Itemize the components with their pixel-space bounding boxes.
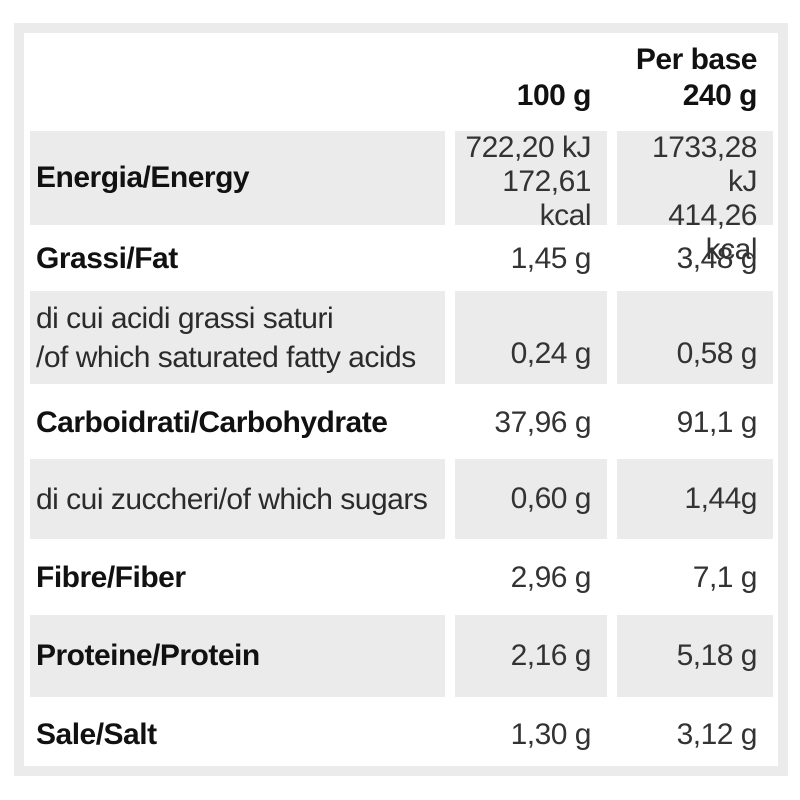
carbohydrate-value-base: 91,1 g — [676, 405, 758, 439]
nutrition-table: 100 g Per base 240 g Energia/Energy 722,… — [24, 33, 778, 766]
table-row-energy: Energia/Energy 722,20 kJ 172,61 kcal 173… — [30, 131, 773, 266]
row-label-cell: Sale/Salt — [30, 699, 445, 770]
value-base-cell: 1,44g — [617, 459, 773, 539]
value-base-cell: 7,1 g — [617, 541, 773, 615]
per-base-line2: 240 g — [682, 79, 758, 112]
energy-kcal-100g: 172,61 kcal — [502, 165, 591, 232]
row-label-cell: Grassi/Fat — [30, 227, 445, 291]
salt-value-100g: 1,30 g — [510, 717, 592, 751]
row-label: Carboidrati/Carbohydrate — [36, 405, 388, 439]
carbohydrate-value-100g: 37,96 g — [494, 405, 591, 439]
row-label: Energia/Energy — [36, 161, 250, 194]
column-header-per-base: Per base 240 g — [617, 33, 773, 129]
table-header-row: 100 g Per base 240 g — [30, 33, 773, 129]
value-100g-cell: 1,45 g — [455, 227, 607, 291]
row-label-line2: /of which saturated fatty acids — [36, 340, 416, 374]
nutrition-table-frame: 100 g Per base 240 g Energia/Energy 722,… — [14, 23, 788, 776]
value-100g-cell: 0,60 g — [455, 459, 607, 539]
table-row-saturated-fat: di cui acidi grassi saturi /of which sat… — [30, 291, 773, 384]
energy-kj-base: 1733,28 kJ — [652, 131, 757, 198]
row-label-line1: di cui acidi grassi saturi — [36, 301, 334, 335]
per-base-line1: Per base — [635, 43, 758, 76]
protein-value-base: 5,18 g — [676, 639, 758, 672]
saturated-value-100g: 0,24 g — [510, 337, 592, 370]
energy-kj-100g: 722,20 kJ — [465, 131, 591, 164]
saturated-value-base: 0,58 g — [676, 337, 758, 370]
table-row-carbohydrate: Carboidrati/Carbohydrate 37,96 g 91,1 g — [30, 386, 773, 459]
protein-value-100g: 2,16 g — [510, 639, 592, 672]
table-row-sugars: di cui zuccheri/of which sugars 0,60 g 1… — [30, 459, 773, 539]
fat-value-100g: 1,45 g — [510, 242, 592, 275]
value-base-cell: 5,18 g — [617, 615, 773, 697]
row-label-cell: Proteine/Protein — [30, 615, 445, 697]
column-header-100g: 100 g — [455, 33, 607, 129]
row-label: Sale/Salt — [36, 717, 157, 751]
value-base-cell: 3,12 g — [617, 699, 773, 770]
row-label-cell: Energia/Energy — [30, 131, 445, 225]
value-base-cell: 3,48 g — [617, 227, 773, 291]
sugars-value-100g: 0,60 g — [510, 482, 592, 515]
table-row-fat: Grassi/Fat 1,45 g 3,48 g — [30, 227, 773, 291]
row-label-cell: di cui zuccheri/of which sugars — [30, 459, 445, 539]
value-base-cell: 0,58 g — [617, 291, 773, 384]
fiber-value-base: 7,1 g — [692, 561, 758, 594]
salt-value-base: 3,12 g — [676, 717, 758, 751]
fiber-value-100g: 2,96 g — [510, 561, 592, 594]
table-row-protein: Proteine/Protein 2,16 g 5,18 g — [30, 615, 773, 697]
row-label: Grassi/Fat — [36, 242, 178, 275]
value-100g-cell: 2,96 g — [455, 541, 607, 615]
row-label-cell: di cui acidi grassi saturi /of which sat… — [30, 291, 445, 384]
table-row-fiber: Fibre/Fiber 2,96 g 7,1 g — [30, 541, 773, 615]
value-100g-cell: 722,20 kJ 172,61 kcal — [455, 131, 607, 232]
energy-kcal-base: 414,26 kcal — [668, 199, 757, 266]
row-label: di cui zuccheri/of which sugars — [36, 482, 428, 516]
value-100g-cell: 1,30 g — [455, 699, 607, 770]
table-row-salt: Sale/Salt 1,30 g 3,12 g — [30, 699, 773, 770]
value-base-cell: 1733,28 kJ 414,26 kcal — [617, 131, 773, 266]
column-header-100g-text: 100 g — [516, 79, 592, 112]
fat-value-base: 3,48 g — [676, 242, 758, 275]
value-100g-cell: 2,16 g — [455, 615, 607, 697]
header-label-spacer — [30, 33, 445, 129]
row-label: Fibre/Fiber — [36, 561, 186, 594]
row-label: Proteine/Protein — [36, 639, 260, 672]
row-label-cell: Carboidrati/Carbohydrate — [30, 386, 445, 459]
value-100g-cell: 0,24 g — [455, 291, 607, 384]
value-base-cell: 91,1 g — [617, 386, 773, 459]
value-100g-cell: 37,96 g — [455, 386, 607, 459]
row-label-cell: Fibre/Fiber — [30, 541, 445, 615]
sugars-value-base: 1,44g — [684, 482, 757, 515]
